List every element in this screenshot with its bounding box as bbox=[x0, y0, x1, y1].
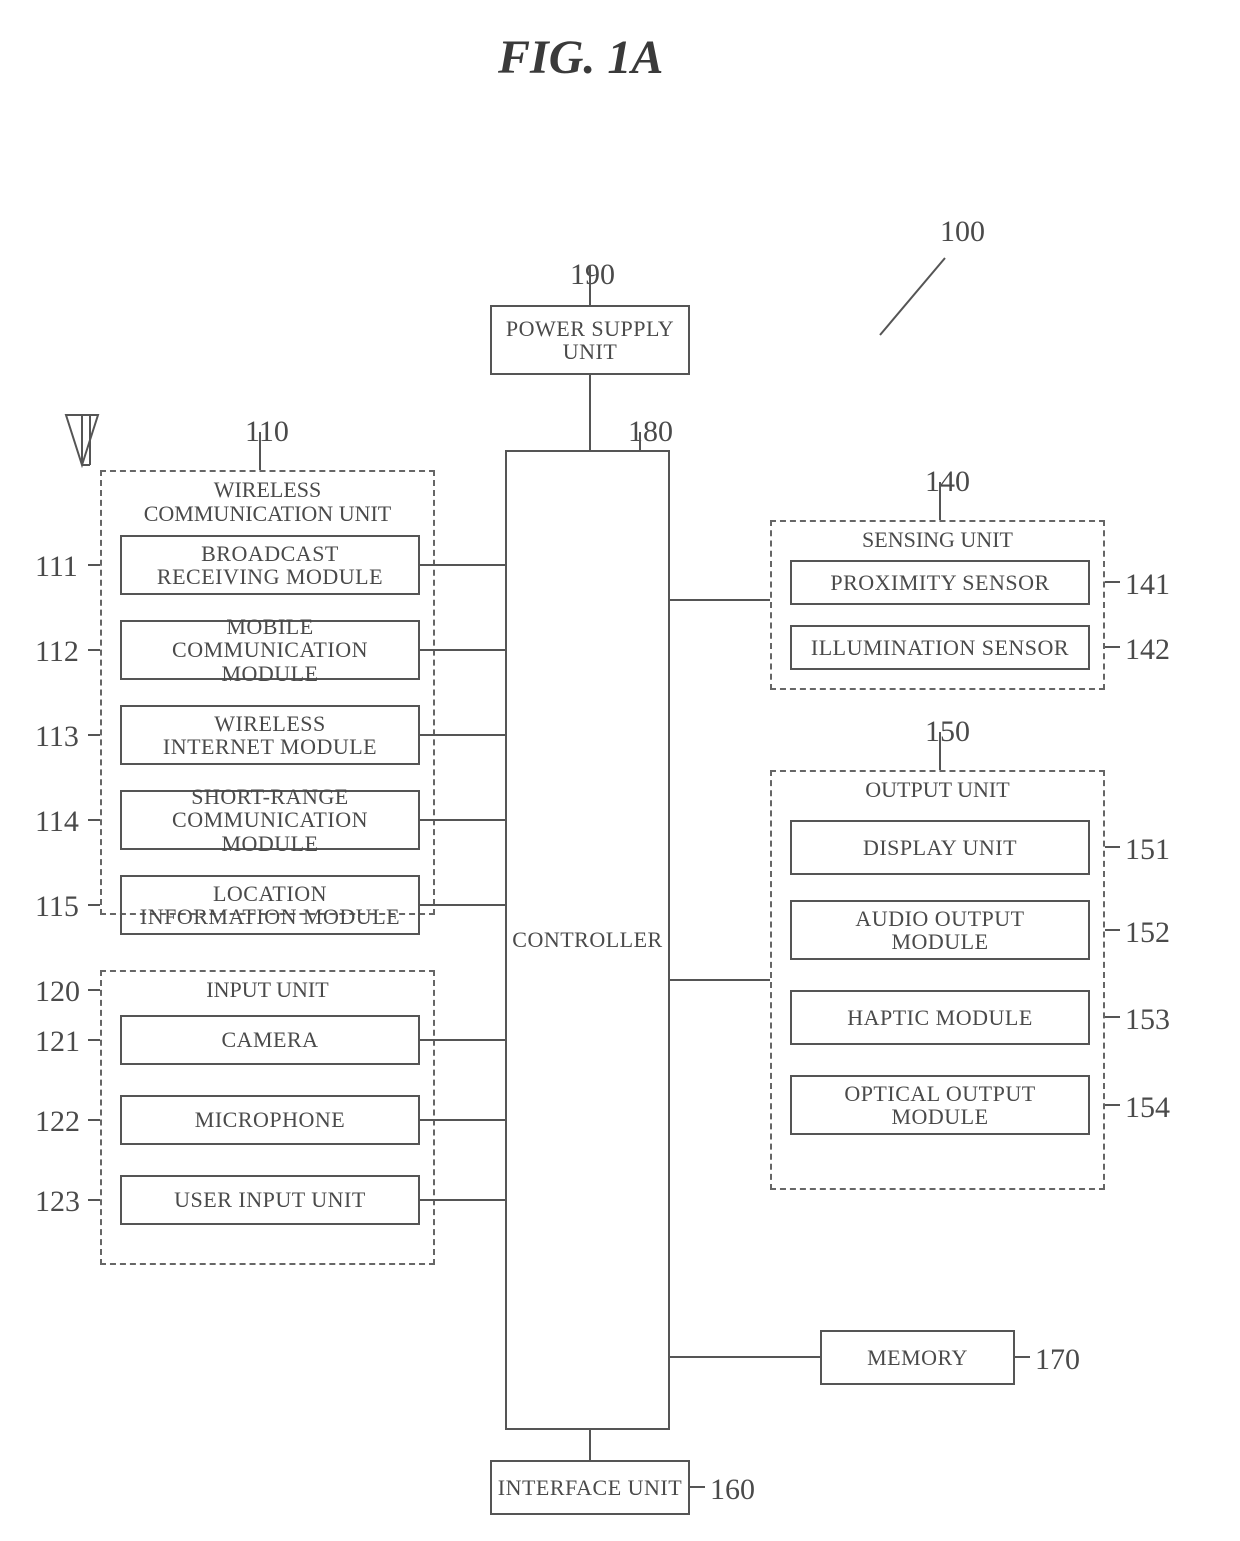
power-supply-unit-box: POWER SUPPLYUNIT bbox=[490, 305, 690, 375]
diagram-canvas: FIG. 1A WIRELESSCOMMUNICATION UNIT INPUT… bbox=[0, 0, 1240, 1541]
output-unit-title: OUTPUT UNIT bbox=[772, 778, 1103, 802]
ref-140: 140 bbox=[925, 465, 970, 499]
wireless-internet-module-box: WIRELESSINTERNET MODULE bbox=[120, 705, 420, 765]
ref-115: 115 bbox=[35, 890, 79, 924]
interface-unit-box: INTERFACE UNIT bbox=[490, 1460, 690, 1515]
ref-153: 153 bbox=[1125, 1003, 1170, 1037]
figure-title: FIG. 1A bbox=[498, 30, 663, 85]
optical-output-module-box: OPTICAL OUTPUTMODULE bbox=[790, 1075, 1090, 1135]
ref-152: 152 bbox=[1125, 916, 1170, 950]
mobile-communication-module-box: MOBILECOMMUNICATION MODULE bbox=[120, 620, 420, 680]
sensing-unit-title: SENSING UNIT bbox=[772, 528, 1103, 552]
ref-122: 122 bbox=[35, 1105, 80, 1139]
ref-180: 180 bbox=[628, 415, 673, 449]
ref-151: 151 bbox=[1125, 833, 1170, 867]
input-unit-title: INPUT UNIT bbox=[102, 978, 433, 1002]
microphone-box: MICROPHONE bbox=[120, 1095, 420, 1145]
ref-154: 154 bbox=[1125, 1091, 1170, 1125]
wireless-comm-unit-title: WIRELESSCOMMUNICATION UNIT bbox=[102, 478, 433, 526]
ref-110: 110 bbox=[245, 415, 289, 449]
controller-box: CONTROLLER bbox=[505, 450, 670, 1430]
broadcast-receiving-module-box: BROADCASTRECEIVING MODULE bbox=[120, 535, 420, 595]
ref-100: 100 bbox=[940, 215, 985, 249]
audio-output-module-box: AUDIO OUTPUTMODULE bbox=[790, 900, 1090, 960]
ref-111: 111 bbox=[35, 550, 78, 584]
ref-114: 114 bbox=[35, 805, 79, 839]
user-input-unit-box: USER INPUT UNIT bbox=[120, 1175, 420, 1225]
ref-121: 121 bbox=[35, 1025, 80, 1059]
ref-120: 120 bbox=[35, 975, 80, 1009]
ref-150: 150 bbox=[925, 715, 970, 749]
display-unit-box: DISPLAY UNIT bbox=[790, 820, 1090, 875]
memory-box: MEMORY bbox=[820, 1330, 1015, 1385]
ref-170: 170 bbox=[1035, 1343, 1080, 1377]
ref-190: 190 bbox=[570, 258, 615, 292]
ref-142: 142 bbox=[1125, 633, 1170, 667]
ref-141: 141 bbox=[1125, 568, 1170, 602]
ref-112: 112 bbox=[35, 635, 79, 669]
location-information-module-box: LOCATIONINFORMATION MODULE bbox=[120, 875, 420, 935]
illumination-sensor-box: ILLUMINATION SENSOR bbox=[790, 625, 1090, 670]
proximity-sensor-box: PROXIMITY SENSOR bbox=[790, 560, 1090, 605]
short-range-communication-module-box: SHORT-RANGECOMMUNICATION MODULE bbox=[120, 790, 420, 850]
ref-160: 160 bbox=[710, 1473, 755, 1507]
ref-123: 123 bbox=[35, 1185, 80, 1219]
ref-113: 113 bbox=[35, 720, 79, 754]
haptic-module-box: HAPTIC MODULE bbox=[790, 990, 1090, 1045]
camera-box: CAMERA bbox=[120, 1015, 420, 1065]
